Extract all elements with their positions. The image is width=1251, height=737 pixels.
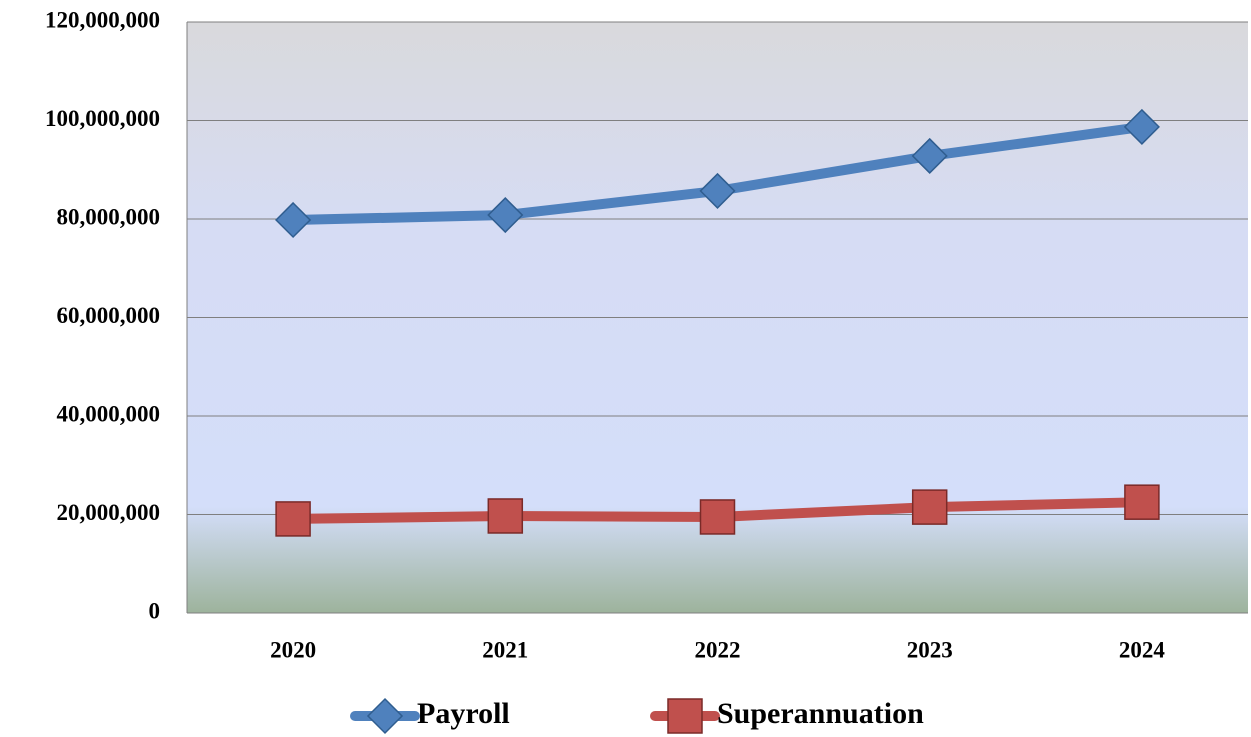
legend-label: Payroll — [417, 697, 510, 730]
y-tick-label: 20,000,000 — [57, 500, 161, 525]
marker — [487, 196, 524, 234]
marker — [275, 201, 312, 239]
x-tick-label: 2021 — [482, 637, 528, 662]
marker — [911, 137, 948, 175]
marker — [699, 499, 736, 535]
legend-label: Superannuation — [717, 697, 924, 730]
x-tick-label: 2020 — [270, 637, 316, 662]
legend-marker — [366, 697, 404, 735]
marker — [911, 489, 948, 525]
x-tick-label: 2023 — [907, 637, 953, 662]
x-tick-label: 2024 — [1119, 637, 1166, 662]
marker — [699, 172, 736, 209]
marker — [487, 498, 524, 534]
legend-marker — [667, 698, 703, 734]
y-tick-label: 60,000,000 — [57, 303, 161, 328]
x-tick-label: 2022 — [695, 637, 741, 662]
y-tick-label: 40,000,000 — [57, 401, 161, 426]
marker — [275, 501, 311, 537]
y-tick-label: 120,000,000 — [45, 7, 160, 32]
y-tick-label: 80,000,000 — [57, 204, 161, 229]
y-tick-label: 0 — [149, 598, 161, 623]
marker — [1124, 484, 1160, 520]
marker — [1123, 108, 1160, 145]
y-tick-label: 100,000,000 — [45, 106, 160, 131]
